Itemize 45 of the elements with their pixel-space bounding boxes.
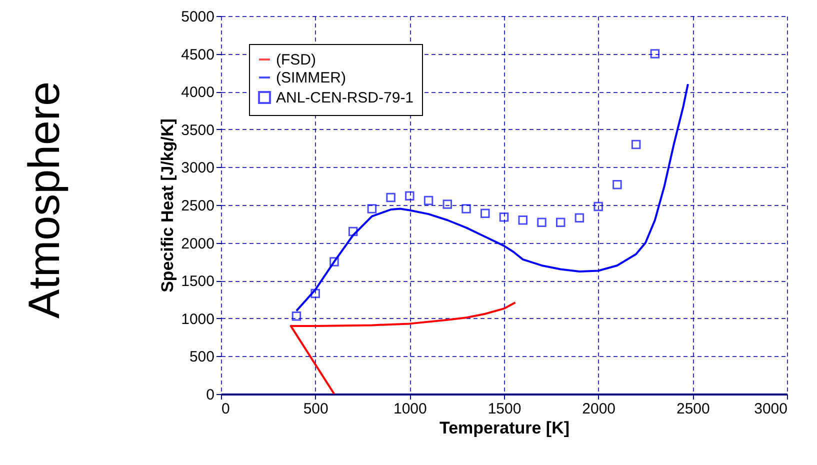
legend-label: (FSD) (276, 52, 316, 68)
text: Atmosphere (20, 81, 69, 319)
point (556, 218, 566, 228)
legend-label: (SIMMER) (276, 70, 346, 86)
point (631, 140, 641, 150)
point (612, 180, 622, 190)
y-tick-label: 4000 (181, 84, 214, 102)
point (424, 196, 434, 206)
point (310, 288, 320, 298)
x-tick-label: 1000 (393, 400, 427, 418)
point (405, 191, 414, 201)
y-tick-label: 500 (189, 348, 214, 366)
y-tick-label: 4500 (181, 46, 214, 64)
x-tick-label: 1500 (488, 400, 522, 418)
point (650, 49, 660, 58)
point (292, 312, 302, 321)
point (594, 202, 603, 212)
y-tick-label: 3000 (181, 160, 214, 177)
point (480, 208, 490, 218)
x-tick-label: 3000 (754, 400, 788, 418)
point (367, 204, 377, 214)
point (330, 257, 339, 266)
point (518, 215, 528, 225)
y-tick-label: 0 (206, 386, 214, 404)
x-axis-title: Temperature [K] (439, 418, 570, 438)
x-tick-label: 500 (303, 400, 328, 418)
point (386, 192, 396, 202)
y-tick-label: 2000 (181, 235, 214, 252)
point (442, 200, 452, 209)
point (499, 212, 509, 222)
x-tick-label: 0 (222, 400, 230, 418)
x-tick-label: 2000 (582, 400, 616, 418)
line-series (290, 302, 516, 394)
y-tick-label: 1500 (181, 273, 214, 290)
y-tick-label: 2500 (181, 198, 214, 214)
point (348, 226, 358, 236)
y-tick-label: 1000 (181, 310, 214, 328)
y-tick-label: 3500 (181, 122, 214, 139)
legend-label: ANL-CEN-RSD-79-1 (276, 90, 414, 106)
point (462, 204, 471, 214)
y-tick-label: 5000 (181, 8, 214, 26)
point (537, 218, 546, 228)
x-tick-label: 2500 (676, 400, 710, 418)
point (574, 213, 584, 222)
y-axis-title: Specific Heat [J/kg/K] (158, 118, 178, 292)
